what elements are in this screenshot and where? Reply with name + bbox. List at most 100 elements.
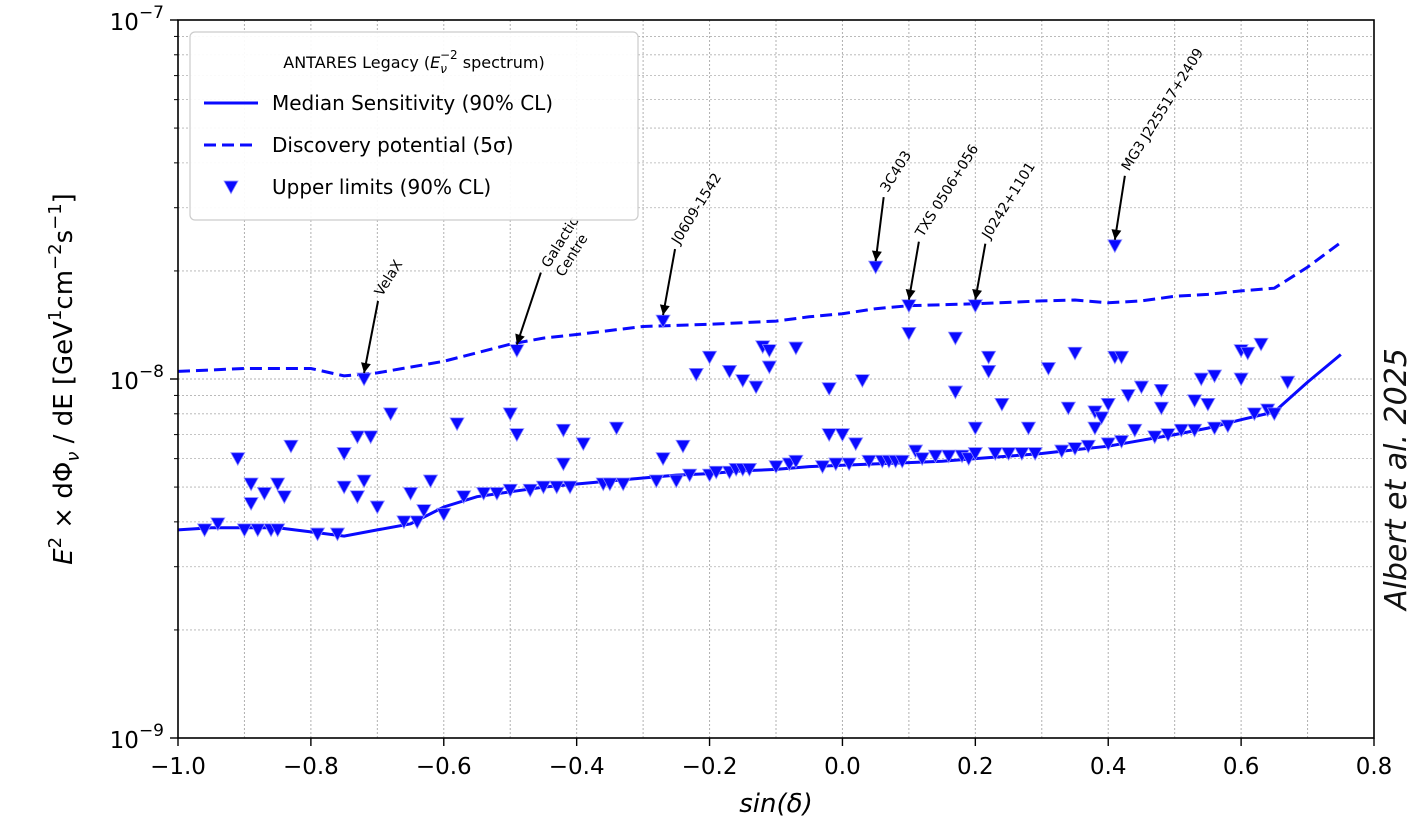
upper-limit-marker: [309, 527, 326, 542]
upper-limit-marker: [250, 523, 266, 538]
upper-limit-marker: [1246, 407, 1263, 422]
y-tick-label: 10−9: [110, 721, 164, 754]
upper-limit-marker: [416, 504, 432, 519]
upper-limit-marker: [947, 331, 964, 346]
x-tick-label: 0.2: [957, 754, 994, 780]
upper-limit-marker: [1014, 447, 1030, 462]
annotation-label: GalacticCentre: [539, 214, 597, 280]
upper-limit-marker: [648, 474, 665, 489]
upper-limit-marker: [243, 477, 259, 492]
upper-limit-marker: [828, 457, 844, 472]
y-tick-label: 10−7: [110, 3, 164, 36]
upper-limit-marker: [688, 368, 704, 382]
upper-limit-marker: [382, 407, 399, 422]
upper-limit-marker: [1113, 350, 1130, 365]
upper-limit-marker: [230, 452, 246, 467]
upper-limit-marker: [475, 487, 492, 501]
x-tick-label: −0.2: [682, 754, 738, 780]
upper-limit-marker: [1147, 430, 1163, 445]
upper-limit-marker: [1233, 372, 1249, 387]
upper-limit-marker: [1087, 421, 1103, 436]
annotation-arrow: [363, 300, 380, 374]
upper-limit-marker: [1206, 421, 1223, 436]
legend-entry-upper-limits: Upper limits (90% CL): [272, 175, 491, 199]
upper-limit-marker: [269, 523, 286, 538]
upper-limit-marker: [243, 497, 259, 511]
upper-limit-marker: [1020, 421, 1037, 436]
upper-limit-marker: [402, 487, 419, 501]
upper-limit-marker: [522, 483, 538, 498]
upper-limit-marker: [1206, 369, 1223, 384]
upper-limit-marker: [276, 490, 292, 505]
upper-limit-marker: [1067, 346, 1083, 361]
upper-limit-marker: [761, 344, 778, 359]
upper-limit-marker: [814, 460, 831, 475]
upper-limit-marker: [708, 465, 724, 480]
upper-limit-marker: [256, 487, 273, 501]
upper-limit-marker: [721, 365, 738, 379]
annotation-label: TXS 0506+056: [912, 142, 982, 241]
upper-limit-marker: [821, 382, 837, 397]
upper-limit-marker: [535, 480, 552, 495]
upper-limit-marker: [901, 299, 917, 314]
upper-limit-marker: [396, 515, 412, 530]
upper-limit-marker: [701, 350, 718, 365]
x-axis-label: sin(δ): [739, 789, 812, 819]
upper-limit-marker: [1240, 346, 1256, 361]
upper-limit-marker: [1080, 439, 1096, 454]
annotation-arrowhead: [972, 288, 983, 300]
x-tick-label: 0.8: [1356, 754, 1393, 780]
upper-limit-marker: [741, 463, 758, 477]
upper-limit-marker: [562, 480, 578, 495]
upper-limit-marker: [668, 474, 685, 489]
upper-limit-marker: [1060, 401, 1077, 416]
upper-limit-marker: [555, 423, 572, 438]
upper-limit-marker: [894, 454, 910, 469]
ticks-layer: −1.0 −0.8 −0.6 −0.4 −0.2 0.0 0.2 0.4 0.6 0.8 10−9 1…: [110, 3, 1393, 780]
legend-entry-median: Median Sensitivity (90% CL): [272, 91, 553, 115]
upper-limit-marker: [509, 344, 525, 359]
upper-limit-marker: [1193, 372, 1209, 387]
upper-limit-marker: [1253, 337, 1269, 352]
upper-limit-marker: [1100, 437, 1116, 452]
legend: ANTARES Legacy (Eν−2 spectrum) Median Sen…: [189, 31, 639, 221]
legend-swatch-marker: [223, 180, 239, 195]
y-axis-label: E2 × dΦν / dE [GeV1cm−2s−1]: [45, 193, 84, 565]
upper-limit-marker: [1107, 239, 1123, 254]
annotation-arrow: [515, 272, 542, 345]
upper-limit-marker: [854, 374, 871, 389]
upper-limit-marker: [608, 421, 625, 436]
upper-limit-marker: [901, 327, 917, 341]
upper-limit-marker: [1186, 423, 1203, 438]
upper-limit-marker: [1186, 394, 1203, 409]
upper-limit-marker: [994, 397, 1010, 412]
upper-limit-marker: [655, 452, 671, 467]
upper-limit-marker: [681, 468, 698, 483]
upper-limit-marker: [1054, 444, 1070, 459]
upper-limit-marker: [456, 490, 472, 505]
upper-limit-marker: [1120, 389, 1136, 403]
upper-limit-marker: [967, 447, 984, 462]
upper-limit-marker: [861, 454, 877, 469]
upper-limit-marker: [210, 517, 226, 532]
x-tick-label: 0.6: [1223, 754, 1260, 780]
upper-limit-marker: [1160, 428, 1176, 443]
upper-limit-marker: [761, 360, 778, 375]
annotation-label: 3C403: [877, 148, 915, 195]
upper-limit-marker: [980, 365, 997, 379]
annotation-label: J0609-1542: [668, 170, 725, 248]
upper-limit-marker: [947, 385, 964, 400]
x-tick-label: −0.6: [416, 754, 472, 780]
upper-limit-marker: [1113, 435, 1130, 449]
upper-limit-marker: [502, 407, 518, 422]
annotation-arrowhead: [515, 333, 525, 345]
upper-limit-marker: [1093, 411, 1110, 426]
upper-limit-marker: [1100, 397, 1116, 412]
upper-limit-marker: [967, 421, 984, 436]
annotation-label: MG3 J225517+2409: [1119, 46, 1207, 174]
upper-limit-marker: [356, 474, 372, 489]
upper-limit-marker: [549, 480, 565, 495]
upper-limit-marker: [980, 350, 997, 365]
upper-limit-marker: [768, 460, 784, 475]
